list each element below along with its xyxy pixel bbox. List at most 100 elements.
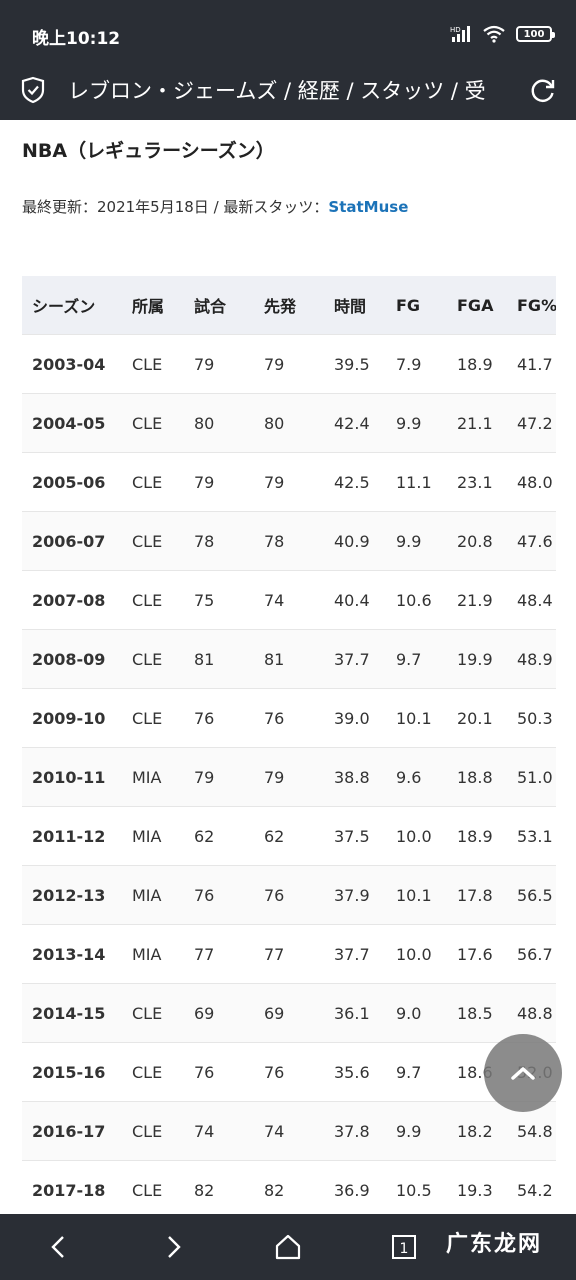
refresh-icon[interactable] (528, 75, 558, 105)
table-row: 2017-18 CLE 82 82 36.9 10.5 19.3 54.2 (22, 1160, 556, 1219)
network-type: HD (450, 26, 461, 34)
table-row: 2016-17 CLE 74 74 37.8 9.9 18.2 54.8 (22, 1101, 556, 1161)
table-cell: 79 (184, 334, 254, 394)
table-cell: 41.7 (507, 334, 556, 394)
table-cell: 39.5 (324, 334, 386, 394)
season-cell: 2008-09 (22, 629, 122, 689)
scroll-to-top-button[interactable] (484, 1034, 562, 1112)
status-bar: 晚上10:12 HD 100 (0, 0, 576, 62)
table-cell: 36.9 (324, 1160, 386, 1219)
back-icon[interactable] (44, 1232, 74, 1262)
table-cell: 62 (184, 806, 254, 866)
table-cell: 18.8 (447, 747, 507, 807)
forward-icon[interactable] (158, 1232, 188, 1262)
table-cell: 37.9 (324, 865, 386, 925)
battery-icon: 100 (516, 26, 555, 42)
table-cell: 76 (184, 865, 254, 925)
table-cell: 40.4 (324, 570, 386, 630)
table-cell: CLE (122, 452, 184, 512)
table-cell: CLE (122, 511, 184, 571)
table-row: 2006-07 CLE 78 78 40.9 9.9 20.8 47.6 (22, 511, 556, 571)
table-cell: 39.0 (324, 688, 386, 748)
table-cell: 17.6 (447, 924, 507, 984)
tab-count: 1 (400, 1241, 409, 1257)
table-cell: 9.9 (386, 393, 447, 453)
table-cell: 51.0 (507, 747, 556, 807)
table-cell: 21.9 (447, 570, 507, 630)
table-row: 2007-08 CLE 75 74 40.4 10.6 21.9 48.4 (22, 570, 556, 630)
table-row: 2014-15 CLE 69 69 36.1 9.0 18.5 48.8 (22, 983, 556, 1043)
table-cell: 36.1 (324, 983, 386, 1043)
table-cell: 42.4 (324, 393, 386, 453)
table-cell: 9.9 (386, 1101, 447, 1161)
table-cell: 74 (254, 570, 324, 630)
table-cell: 23.1 (447, 452, 507, 512)
update-text: 最終更新：2021年5月18日 / 最新スタッツ： (22, 198, 329, 216)
table-cell: 37.7 (324, 924, 386, 984)
season-cell: 2005-06 (22, 452, 122, 512)
table-cell: 76 (254, 688, 324, 748)
table-row: 2011-12 MIA 62 62 37.5 10.0 18.9 53.1 (22, 806, 556, 866)
table-cell: 40.9 (324, 511, 386, 571)
table-row: 2003-04 CLE 79 79 39.5 7.9 18.9 41.7 (22, 334, 556, 394)
season-cell: 2016-17 (22, 1101, 122, 1161)
statmuse-link[interactable]: StatMuse (328, 198, 409, 216)
table-cell: 10.1 (386, 688, 447, 748)
table-cell: 82 (184, 1160, 254, 1219)
column-header: FG (386, 276, 447, 335)
table-cell: MIA (122, 806, 184, 866)
table-cell: CLE (122, 393, 184, 453)
table-cell: 62 (254, 806, 324, 866)
table-cell: 20.8 (447, 511, 507, 571)
table-cell: 17.8 (447, 865, 507, 925)
column-header: 所属 (122, 276, 184, 335)
table-cell: 74 (254, 1101, 324, 1161)
table-cell: 81 (254, 629, 324, 689)
column-header: 試合 (184, 276, 254, 335)
table-cell: 18.9 (447, 334, 507, 394)
table-cell: 19.3 (447, 1160, 507, 1219)
table-cell: 56.5 (507, 865, 556, 925)
table-cell: 9.7 (386, 1042, 447, 1102)
table-row: 2005-06 CLE 79 79 42.5 11.1 23.1 48.0 (22, 452, 556, 512)
table-cell: MIA (122, 747, 184, 807)
season-cell: 2015-16 (22, 1042, 122, 1102)
table-cell: 81 (184, 629, 254, 689)
home-icon[interactable] (273, 1232, 303, 1262)
table-cell: 18.2 (447, 1101, 507, 1161)
tabs-icon[interactable]: 1 (389, 1232, 419, 1262)
table-cell: 79 (184, 747, 254, 807)
table-cell: 48.4 (507, 570, 556, 630)
app-bar: レブロン・ジェームズ / 経歴 / スタッツ / 受 (0, 62, 576, 120)
season-cell: 2013-14 (22, 924, 122, 984)
table-cell: 20.1 (447, 688, 507, 748)
table-cell: 76 (254, 865, 324, 925)
table-cell: MIA (122, 865, 184, 925)
table-cell: CLE (122, 570, 184, 630)
table-row: 2009-10 CLE 76 76 39.0 10.1 20.1 50.3 (22, 688, 556, 748)
stats-table: シーズン 所属 試合 先発 時間 FG FGA FG% 2003-04 CLE 79 79 39.5 7… (22, 276, 556, 1219)
season-cell: 2017-18 (22, 1160, 122, 1219)
chevron-up-icon (511, 1067, 535, 1080)
column-header: 時間 (324, 276, 386, 335)
table-cell: 79 (184, 452, 254, 512)
season-cell: 2012-13 (22, 865, 122, 925)
table-cell: 53.1 (507, 806, 556, 866)
table-cell: 78 (184, 511, 254, 571)
season-cell: 2014-15 (22, 983, 122, 1043)
table-body: 2003-04 CLE 79 79 39.5 7.9 18.9 41.7 2004-05 CLE 8… (22, 334, 556, 1219)
table-cell: 18.5 (447, 983, 507, 1043)
table-cell: 77 (184, 924, 254, 984)
table-cell: 79 (254, 747, 324, 807)
table-cell: 79 (254, 334, 324, 394)
table-cell: MIA (122, 924, 184, 984)
column-header: FGA (447, 276, 507, 335)
table-cell: 11.1 (386, 452, 447, 512)
table-cell: 10.0 (386, 806, 447, 866)
bottom-nav-bar: 1 (0, 1214, 576, 1280)
table-cell: 10.5 (386, 1160, 447, 1219)
table-cell: 19.9 (447, 629, 507, 689)
table-row: 2010-11 MIA 79 79 38.8 9.6 18.8 51.0 (22, 747, 556, 807)
shield-icon[interactable] (20, 76, 46, 104)
table-cell: 54.2 (507, 1160, 556, 1219)
